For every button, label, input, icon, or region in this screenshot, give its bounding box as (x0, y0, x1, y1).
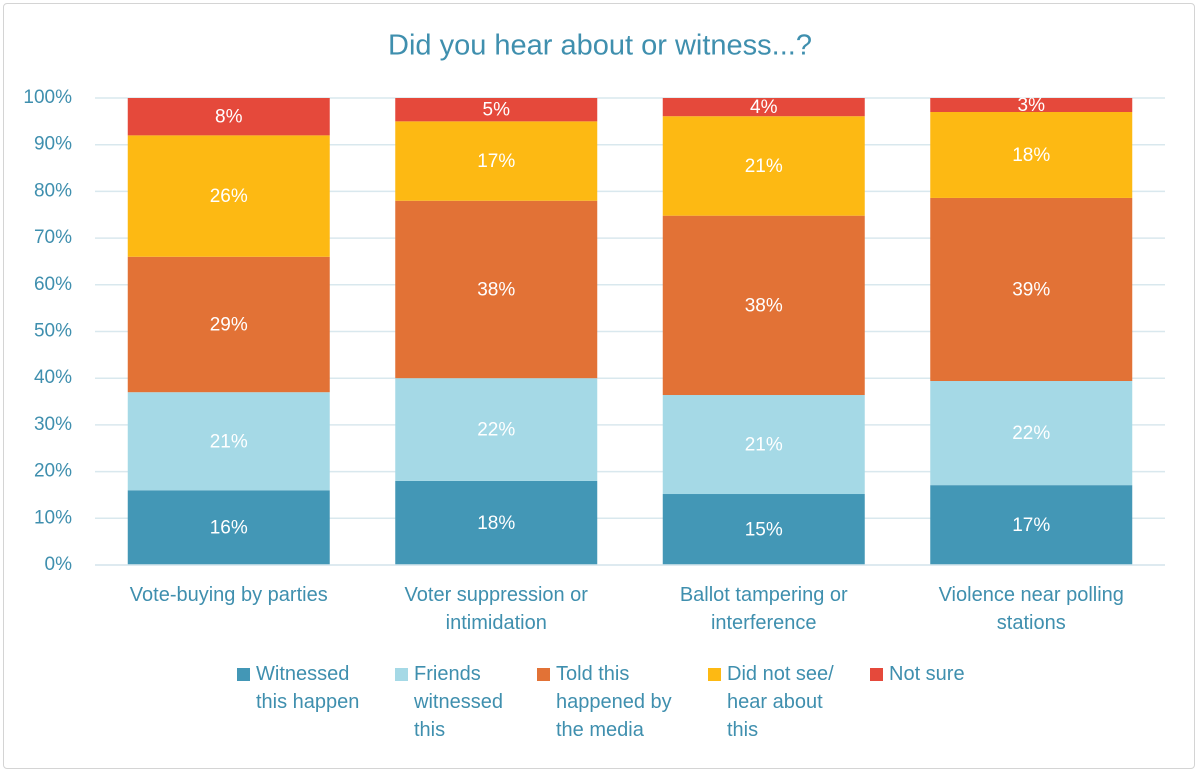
data-label: 21% (210, 431, 248, 452)
data-label: 4% (750, 97, 778, 118)
y-tick-label: 10% (34, 507, 72, 528)
data-label: 22% (477, 420, 515, 441)
data-label: 5% (483, 100, 511, 121)
y-tick-label: 30% (34, 414, 72, 435)
bar-segment (930, 381, 1133, 486)
data-label: 18% (1012, 145, 1050, 166)
chart-title: Did you hear about or witness...? (388, 30, 812, 62)
bar-segment (395, 98, 598, 122)
x-tick-label: Ballot tampering or interference (679, 584, 848, 634)
data-label: 39% (1012, 279, 1050, 300)
data-label: 17% (477, 151, 515, 172)
bar-segment (395, 121, 598, 201)
legend-label: Did not see/ hear about this (727, 663, 834, 741)
frame (3, 3, 1195, 769)
y-tick-label: 20% (34, 461, 72, 482)
y-tick-label: 70% (34, 227, 72, 248)
bar-segment (395, 480, 598, 565)
y-tick-label: 60% (34, 274, 72, 295)
data-label: 16% (210, 518, 248, 539)
legend-swatch (395, 668, 408, 681)
bar-segment (395, 378, 598, 481)
data-label: 15% (745, 520, 783, 541)
legend-swatch (708, 668, 721, 681)
bar-segment (127, 256, 330, 393)
x-tick-label: Voter suppression or intimidation (404, 584, 588, 634)
y-tick-label: 80% (34, 180, 72, 201)
data-label: 21% (745, 156, 783, 177)
bar-segment (127, 392, 330, 491)
bar-segment (662, 98, 865, 117)
data-label: 38% (477, 279, 515, 300)
legend-item: Witnessed this happen (237, 660, 381, 716)
y-tick-label: 90% (34, 134, 72, 155)
bar-segment (930, 485, 1133, 565)
data-label: 26% (210, 186, 248, 207)
bar-segment (930, 98, 1133, 113)
data-label: 21% (745, 435, 783, 456)
bar-segment (127, 98, 330, 136)
legend-item: Not sure (870, 660, 989, 688)
bar-segment (662, 215, 865, 396)
legend-item: Told this happened by the media (537, 660, 696, 744)
bar-segment (127, 135, 330, 257)
x-tick-label: Violence near polling stations (938, 584, 1124, 634)
legend-label: Told this happened by the media (556, 663, 672, 741)
y-tick-label: 0% (45, 554, 73, 575)
bar-segment (395, 200, 598, 379)
legend-swatch (870, 668, 883, 681)
bar-segment (662, 494, 865, 565)
legend-item: Friends witnessed this (395, 660, 524, 744)
legend-label: Not sure (889, 663, 965, 685)
legend-swatch (237, 668, 250, 681)
data-label: 22% (1012, 423, 1050, 444)
legend-swatch (537, 668, 550, 681)
bar-segment (930, 197, 1133, 382)
y-tick-label: 40% (34, 367, 72, 388)
data-label: 3% (1018, 95, 1046, 116)
data-label: 38% (745, 295, 783, 316)
y-tick-label: 50% (34, 321, 72, 342)
data-label: 8% (215, 107, 243, 128)
bar-segment (930, 112, 1133, 198)
data-label: 17% (1012, 515, 1050, 536)
data-label: 29% (210, 315, 248, 336)
bar-segment (662, 395, 865, 495)
data-label: 18% (477, 513, 515, 534)
bar-segment (127, 490, 330, 565)
bar-segment (662, 116, 865, 216)
legend-label: Witnessed this happen (256, 663, 360, 713)
legend-label: Friends witnessed this (414, 663, 503, 741)
y-tick-label: 100% (23, 87, 72, 108)
x-tick-label: Vote-buying by parties (129, 584, 328, 606)
legend-item: Did not see/ hear about this (708, 660, 852, 744)
